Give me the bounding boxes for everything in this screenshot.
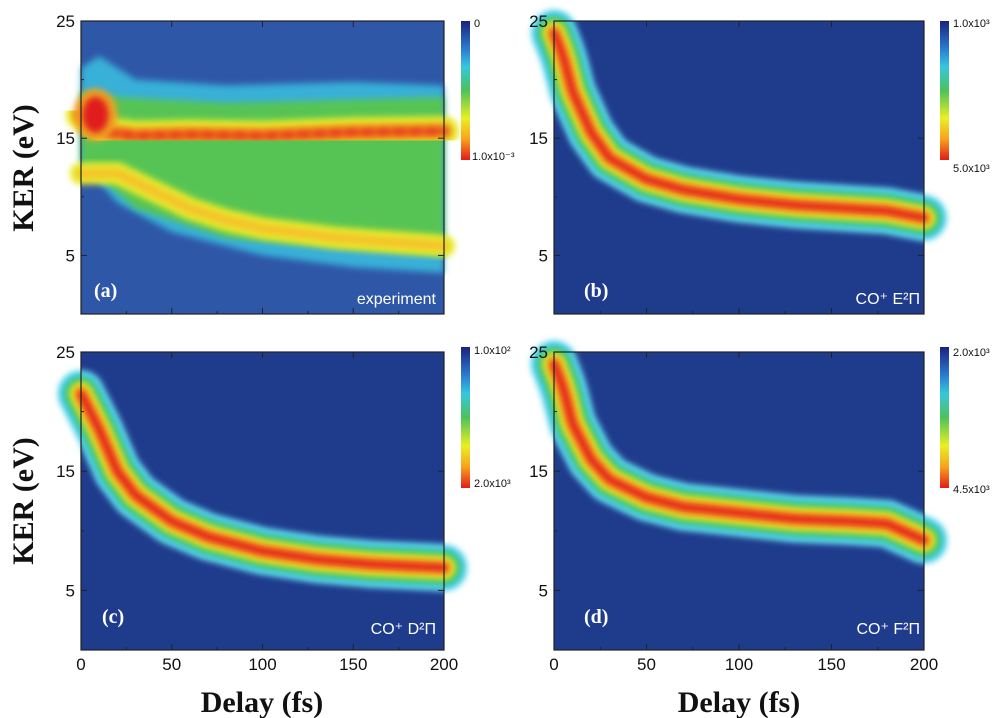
- x-tick-label: 200: [430, 655, 458, 674]
- panel-a-axes: 5 15 25: [56, 12, 445, 315]
- panel-a-annotation: experiment: [357, 291, 437, 308]
- x-tick-label: 100: [725, 655, 753, 674]
- panel-b-label: (b): [584, 280, 608, 302]
- x-tick-label: 200: [910, 655, 938, 674]
- x-tick-label: 100: [248, 655, 276, 674]
- x-axis-label-left: Delay (fs): [201, 686, 323, 718]
- panel-b-annotation: CO⁺ E²Π: [856, 291, 920, 308]
- panel-d-colorbar-top-label: 2.0x10³: [953, 347, 990, 359]
- y-tick-label: 25: [529, 343, 548, 362]
- panel-d-heat-marks: [530, 340, 948, 564]
- y-axis-label-bottom: KER (eV): [7, 437, 40, 564]
- panel-c-heat-marks: [57, 370, 468, 592]
- y-tick-label: 25: [56, 12, 75, 31]
- panel-d-colorbar-bottom-label: 4.5x10³: [953, 484, 990, 496]
- y-tick-label: 5: [539, 581, 548, 600]
- y-tick-label: 5: [66, 581, 75, 600]
- panel-a: (a) experiment 5 15 25 0 1.0x10⁻³: [56, 12, 515, 315]
- y-tick-label: 25: [529, 12, 548, 31]
- panel-c-axes: 0 50 100 150 200 5 15 25: [56, 343, 458, 674]
- panel-b-heat-marks: [531, 9, 947, 241]
- panel-a-label: (a): [94, 280, 117, 302]
- panel-c-band-core-red: [77, 390, 448, 572]
- panel-d-band-core-red: [550, 360, 928, 544]
- panel-d-colorbar: [940, 347, 949, 488]
- panel-a-heat-marks: [66, 56, 459, 273]
- panel-c: (c) CO⁺ D²Π 0 50 100 150 200 5 15 25 1.0x10² 2.…: [56, 343, 511, 674]
- panel-d-label: (d): [584, 606, 608, 628]
- x-axis-label-right: Delay (fs): [678, 686, 800, 718]
- x-tick-label: 0: [76, 655, 85, 674]
- panel-b-colorbar: [940, 21, 949, 160]
- panel-b-colorbar-top-label: 1.0x10³: [953, 18, 990, 30]
- panel-c-colorbar-bottom-label: 2.0x10³: [474, 478, 511, 490]
- y-tick-label: 15: [56, 462, 75, 481]
- panel-a-colorbar: [461, 21, 470, 160]
- panel-c-label: (c): [102, 606, 124, 628]
- panel-b-colorbar-bottom-label: 5.0x10³: [953, 163, 990, 175]
- y-tick-label: 15: [56, 129, 75, 148]
- x-tick-label: 50: [637, 655, 656, 674]
- panel-b: (b) CO⁺ E²Π 5 15 25 1.0x10³ 5.0x10³: [529, 9, 990, 315]
- panel-a-ridge-red: [78, 111, 447, 139]
- panel-a-descending-orange: [76, 168, 449, 251]
- panel-d-annotation: CO⁺ F²Π: [856, 621, 920, 638]
- panel-c-colorbar: [461, 347, 470, 488]
- y-tick-label: 5: [539, 246, 548, 265]
- y-axis-label-top: KER (eV): [7, 104, 40, 231]
- panel-a-colorbar-top-label: 0: [474, 18, 480, 30]
- x-tick-label: 150: [339, 655, 367, 674]
- panel-b-band-core-red: [550, 29, 928, 222]
- panel-a-colorbar-bottom-label: 1.0x10⁻³: [472, 151, 515, 163]
- panel-c-colorbar-top-label: 1.0x10²: [474, 345, 511, 357]
- y-tick-label: 15: [529, 129, 548, 148]
- panel-c-annotation: CO⁺ D²Π: [371, 621, 436, 638]
- x-tick-label: 150: [817, 655, 845, 674]
- y-tick-label: 15: [529, 462, 548, 481]
- panel-b-axes: 5 15 25: [529, 12, 925, 315]
- y-tick-label: 5: [66, 246, 75, 265]
- y-tick-label: 25: [56, 343, 75, 362]
- x-tick-label: 0: [549, 655, 558, 674]
- x-tick-label: 50: [162, 655, 181, 674]
- panel-a-blob-core: [82, 96, 109, 133]
- panel-d-axes: 0 50 100 150 200 5 15 25: [529, 343, 938, 674]
- panel-d: (d) CO⁺ F²Π 0 50 100 150 200 5 15 25 2.0x10³ 4.…: [529, 340, 990, 674]
